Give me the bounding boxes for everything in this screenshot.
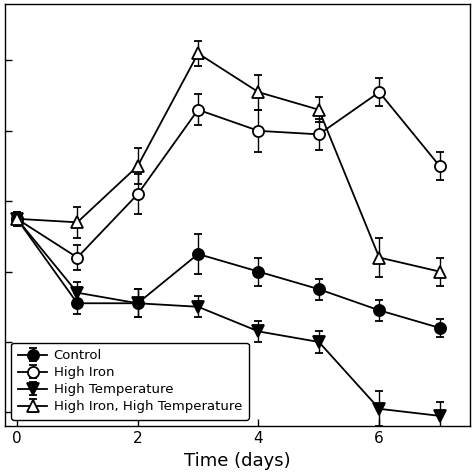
X-axis label: Time (days): Time (days) [184,452,291,470]
Legend: Control, High Iron, High Temperature, High Iron, High Temperature: Control, High Iron, High Temperature, Hi… [11,343,249,420]
